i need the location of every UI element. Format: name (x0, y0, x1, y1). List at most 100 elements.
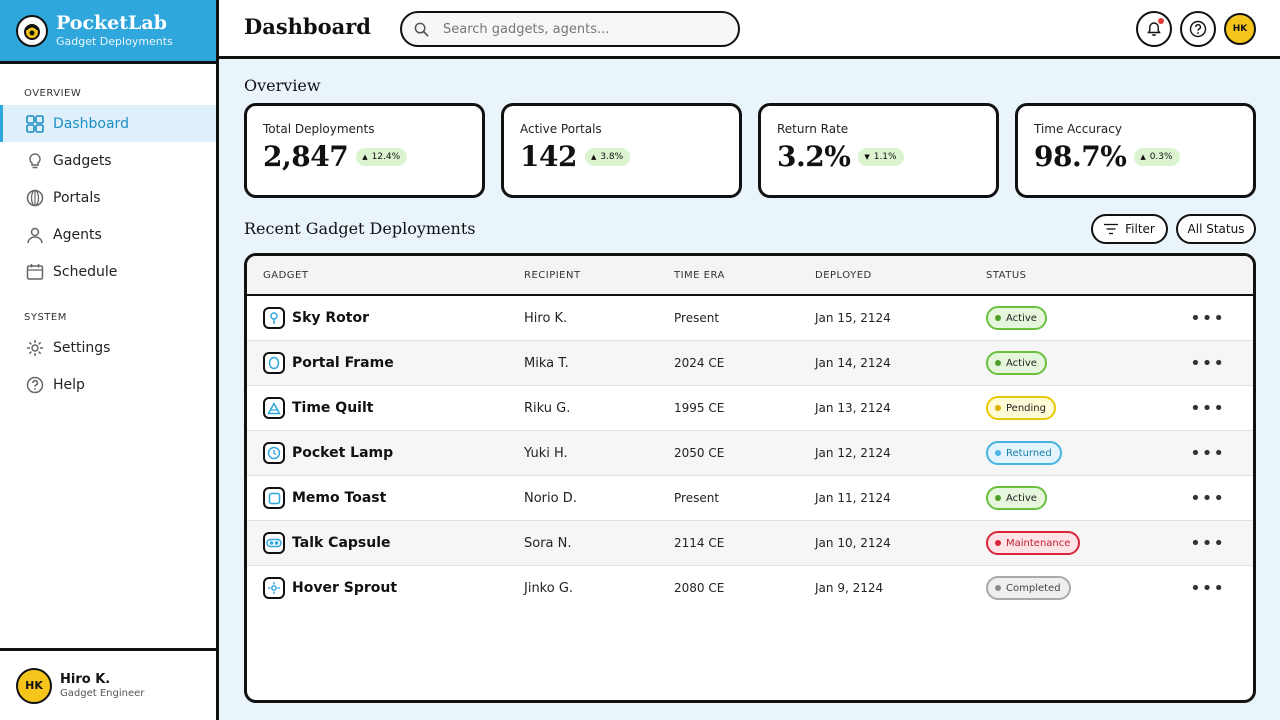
delta-badge: ▲ 12.4% (356, 147, 408, 166)
row-actions-button[interactable]: ••• (1190, 577, 1225, 599)
time-era: 2050 CE (674, 446, 725, 460)
time-era: 2114 CE (674, 536, 725, 550)
user-icon (27, 227, 43, 243)
stat-label: Active Portals (520, 122, 602, 136)
deployed-date: Jan 10, 2124 (815, 536, 891, 550)
user-panel[interactable]: HK Hiro K. Gadget Engineer (0, 648, 216, 720)
sidebar-nav: Dashboard Gadgets Portals Agents Schedul… (0, 105, 216, 290)
calendar-icon (26, 263, 44, 280)
column-header-recipient[interactable]: RECIPIENT (524, 270, 581, 281)
section-label-overview: OVERVIEW (24, 88, 82, 99)
delta-badge: ▲ 3.8% (584, 147, 631, 166)
search-icon (414, 22, 429, 36)
recipient: Jinko G. (524, 580, 574, 596)
stat-value: 142 (520, 140, 577, 173)
status-label: Returned (1006, 447, 1052, 459)
table-row[interactable]: Talk Capsule Sora N. 2114 CE Jan 10, 212… (247, 521, 1253, 566)
sidebar-item-help[interactable]: Help (0, 366, 216, 403)
user-role: Gadget Engineer (60, 688, 145, 699)
triangle-icon (263, 397, 285, 419)
pocketlab-logo-icon (16, 14, 48, 47)
user-name: Hiro K. (60, 672, 111, 687)
portal-icon (26, 189, 44, 206)
rotor-icon (263, 307, 285, 329)
gadget-name[interactable]: Pocket Lamp (292, 445, 394, 461)
deployed-date: Jan 12, 2124 (815, 446, 891, 460)
row-actions-button[interactable]: ••• (1190, 307, 1225, 329)
gadget-name[interactable]: Hover Sprout (292, 580, 398, 596)
gadget-name[interactable]: Portal Frame (292, 355, 394, 371)
status-label: Active (1006, 312, 1037, 324)
help-icon (26, 376, 44, 393)
sidebar-system-nav: Settings Help (0, 329, 216, 403)
search-bar[interactable] (400, 11, 740, 47)
gadget-name[interactable]: Time Quilt (292, 400, 374, 416)
gadget-name[interactable]: Sky Rotor (292, 310, 370, 326)
status-badge: Active (986, 351, 1047, 375)
clock-icon (263, 442, 285, 464)
delta-badge: ▼ 1.1% (858, 147, 904, 166)
header-avatar[interactable]: HK (1224, 13, 1256, 45)
stat-label: Return Rate (777, 122, 849, 136)
column-header-time-era[interactable]: TIME ERA (674, 270, 725, 281)
deployments-table: GADGET RECIPIENT TIME ERA DEPLOYED STATU… (244, 253, 1256, 703)
gear-icon (27, 339, 43, 356)
column-header-status[interactable]: STATUS (986, 270, 1027, 281)
deployed-date: Jan 9, 2124 (815, 581, 884, 595)
help-button[interactable] (1180, 11, 1216, 47)
notifications-button[interactable] (1136, 11, 1172, 47)
deployed-date: Jan 14, 2124 (815, 356, 891, 370)
sidebar-item-gadgets[interactable]: Gadgets (0, 142, 216, 179)
arrow-up-icon: ▲ (362, 152, 368, 161)
stat-value: 2,847 (263, 140, 349, 173)
sidebar-item-agents[interactable]: Agents (0, 216, 216, 253)
status-badge: Returned (986, 441, 1062, 465)
stat-card-time-accuracy: Time Accuracy 98.7% ▲ 0.3% (1015, 103, 1256, 198)
arrow-up-icon: ▲ (1140, 152, 1146, 161)
arrow-down-icon: ▼ (864, 152, 870, 161)
sidebar-item-label: Schedule (53, 263, 118, 280)
gadget-name[interactable]: Memo Toast (292, 490, 387, 506)
table-row[interactable]: Portal Frame Mika T. 2024 CE Jan 14, 212… (247, 341, 1253, 386)
status-filter-label: All Status (1187, 222, 1245, 236)
avatar: HK (16, 667, 52, 704)
stat-label: Time Accuracy (1034, 122, 1122, 136)
table-row[interactable]: Time Quilt Riku G. 1995 CE Jan 13, 2124 … (247, 386, 1253, 431)
table-row[interactable]: Pocket Lamp Yuki H. 2050 CE Jan 12, 2124… (247, 431, 1253, 476)
gadget-name[interactable]: Talk Capsule (292, 535, 391, 551)
row-actions-button[interactable]: ••• (1190, 442, 1225, 464)
deployed-date: Jan 13, 2124 (815, 401, 891, 415)
brand-name: PocketLab (56, 12, 168, 34)
column-header-gadget[interactable]: GADGET (263, 270, 309, 281)
table-row[interactable]: Hover Sprout Jinko G. 2080 CE Jan 9, 212… (247, 566, 1253, 611)
status-badge: Pending (986, 396, 1056, 420)
bell-icon (1147, 22, 1161, 36)
sidebar-item-schedule[interactable]: Schedule (0, 253, 216, 290)
stat-card-active-portals: Active Portals 142 ▲ 3.8% (501, 103, 742, 198)
status-filter-button[interactable]: All Status (1176, 214, 1256, 244)
row-actions-button[interactable]: ••• (1190, 487, 1225, 509)
row-actions-button[interactable]: ••• (1190, 532, 1225, 554)
deployed-date: Jan 11, 2124 (815, 491, 891, 505)
row-actions-button[interactable]: ••• (1190, 397, 1225, 419)
deployments-title: Recent Gadget Deployments (244, 219, 476, 238)
search-input[interactable] (443, 21, 713, 37)
sidebar: PocketLab Gadget Deployments OVERVIEW Da… (0, 0, 219, 720)
table-row[interactable]: Memo Toast Norio D. Present Jan 11, 2124… (247, 476, 1253, 521)
delta-value: 1.1% (873, 151, 897, 162)
notification-dot (1158, 18, 1164, 24)
sidebar-item-portals[interactable]: Portals (0, 179, 216, 216)
brand-header[interactable]: PocketLab Gadget Deployments (0, 0, 216, 64)
filter-button[interactable]: Filter (1091, 214, 1168, 244)
toast-icon (263, 487, 285, 509)
sidebar-item-dashboard[interactable]: Dashboard (0, 105, 216, 142)
column-header-deployed[interactable]: DEPLOYED (815, 270, 872, 281)
table-row[interactable]: Sky Rotor Hiro K. Present Jan 15, 2124 A… (247, 296, 1253, 341)
time-era: Present (674, 311, 720, 325)
sidebar-item-settings[interactable]: Settings (0, 329, 216, 366)
portal-frame-icon (263, 352, 285, 374)
delta-value: 3.8% (600, 151, 624, 162)
table-header: GADGET RECIPIENT TIME ERA DEPLOYED STATU… (247, 256, 1253, 296)
status-label: Maintenance (1006, 537, 1071, 549)
row-actions-button[interactable]: ••• (1190, 352, 1225, 374)
